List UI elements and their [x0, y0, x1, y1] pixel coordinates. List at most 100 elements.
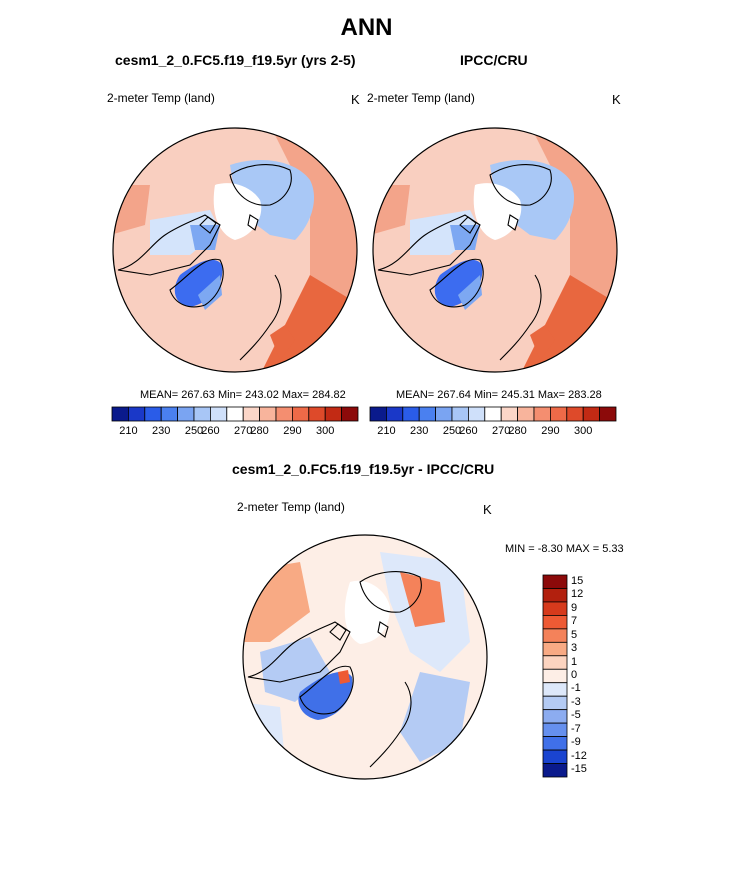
- right-colorbar: [369, 406, 617, 422]
- colorbar-swatch: [582, 406, 600, 422]
- colorbar-swatch: [418, 406, 437, 422]
- colorbar-swatch: [324, 406, 342, 422]
- colorbar-swatch: [542, 574, 568, 589]
- land-region: [198, 275, 222, 310]
- colorbar-tick-label: 15: [571, 574, 584, 587]
- coastline: [329, 623, 347, 641]
- colorbar-tick-label: -12: [571, 749, 587, 762]
- land-region: [298, 672, 353, 720]
- land-region: [458, 275, 482, 310]
- colorbar-swatch: [566, 406, 584, 422]
- colorbar-swatch: [259, 406, 277, 422]
- colorbar-tick-label: 270: [234, 425, 253, 437]
- land-region: [243, 702, 285, 772]
- colorbar-tick-label: 290: [541, 425, 560, 437]
- colorbar-swatch: [226, 406, 244, 422]
- colorbar-swatch: [542, 695, 568, 711]
- colorbar-tick-label: 280: [250, 425, 269, 437]
- colorbar-swatch: [542, 668, 568, 684]
- colorbar-tick-label: 260: [459, 425, 478, 437]
- coastline: [459, 216, 477, 234]
- right-panel-stats: MEAN= 267.64 Min= 245.31 Max= 283.28: [396, 389, 602, 401]
- coastline: [369, 681, 412, 768]
- colorbar-swatch: [500, 406, 518, 422]
- colorbar-swatch: [517, 406, 535, 422]
- colorbar-swatch: [542, 628, 568, 643]
- land-region: [400, 672, 470, 762]
- map-border: [112, 127, 358, 373]
- land-region: [450, 225, 480, 250]
- left-panel-variable: 2-meter Temp (land): [107, 91, 215, 105]
- colorbar-tick-label: -1: [571, 682, 581, 695]
- colorbar-swatch: [369, 406, 387, 422]
- colorbar-tick-label: 7: [571, 615, 578, 628]
- colorbar-tick-label: 210: [377, 425, 396, 437]
- colorbar-tick-label: 270: [492, 425, 511, 437]
- coastline: [247, 621, 351, 683]
- colorbar-swatch: [341, 406, 359, 422]
- colorbar-swatch: [308, 406, 326, 422]
- right-panel-unit: K: [612, 92, 621, 107]
- coastline: [117, 214, 221, 276]
- land-region: [400, 572, 445, 627]
- colorbar-swatch: [542, 709, 568, 724]
- coastline: [239, 274, 282, 361]
- coastline: [299, 665, 354, 715]
- left-polar-map: [112, 127, 358, 373]
- colorbar-tick-label: 210: [119, 425, 138, 437]
- colorbar-tick-label: 12: [571, 588, 584, 601]
- colorbar-swatch: [111, 406, 129, 422]
- coastline: [229, 164, 292, 206]
- colorbar-swatch: [542, 615, 568, 630]
- diff-panel-stats: MIN = -8.30 MAX = 5.33: [505, 543, 624, 555]
- colorbar-tick-label: 3: [571, 642, 578, 655]
- left-panel-unit: K: [351, 92, 360, 107]
- diff-polar-map: [242, 534, 488, 780]
- colorbar-tick-label: 0: [571, 669, 578, 681]
- colorbar-swatch: [599, 406, 617, 422]
- colorbar-swatch: [385, 406, 404, 422]
- colorbar-tick-label: 300: [316, 425, 335, 437]
- coastline: [507, 214, 519, 231]
- colorbar-swatch: [435, 406, 453, 422]
- left-colorbar: [111, 406, 359, 422]
- colorbar-swatch: [542, 722, 568, 737]
- colorbar-tick-label: 230: [152, 425, 171, 437]
- colorbar-swatch: [177, 406, 195, 422]
- coastline: [359, 571, 422, 613]
- colorbar-swatch: [144, 406, 162, 422]
- colorbar-swatch: [242, 406, 260, 422]
- colorbar-swatch: [127, 406, 146, 422]
- coastline: [247, 214, 259, 231]
- colorbar-swatch: [275, 406, 293, 422]
- colorbar-swatch: [549, 406, 568, 422]
- colorbar-swatch: [210, 406, 228, 422]
- right-polar-map: [372, 127, 618, 373]
- colorbar-swatch: [542, 588, 568, 603]
- colorbar-swatch: [451, 406, 469, 422]
- colorbar-tick-label: 290: [283, 425, 302, 437]
- colorbar-tick-label: 1: [571, 655, 578, 668]
- colorbar-swatch: [542, 601, 568, 616]
- land-region: [190, 225, 220, 250]
- colorbar-swatch: [484, 406, 502, 422]
- coastline: [499, 274, 542, 361]
- colorbar-swatch: [542, 749, 568, 764]
- colorbar-swatch: [468, 406, 486, 422]
- land-region: [270, 325, 295, 360]
- colorbar-swatch: [402, 406, 420, 422]
- coastline: [377, 621, 389, 638]
- figure-title: ANN: [340, 14, 393, 41]
- colorbar-tick-label: -5: [571, 709, 581, 722]
- land-region: [530, 325, 555, 360]
- colorbar-tick-label: -3: [571, 695, 581, 708]
- diff-panel-unit: K: [483, 502, 492, 517]
- right-panel-variable: 2-meter Temp (land): [367, 91, 475, 105]
- colorbar-tick-label: 300: [574, 425, 593, 437]
- colorbar-swatch: [160, 406, 179, 422]
- map-border: [372, 127, 618, 373]
- left-panel-subtitle: cesm1_2_0.FC5.f19_f19.5yr (yrs 2-5): [115, 52, 356, 68]
- colorbar-swatch: [542, 682, 568, 697]
- left-panel-stats: MEAN= 267.63 Min= 243.02 Max= 284.82: [140, 389, 346, 401]
- right-panel-subtitle: IPCC/CRU: [460, 52, 528, 68]
